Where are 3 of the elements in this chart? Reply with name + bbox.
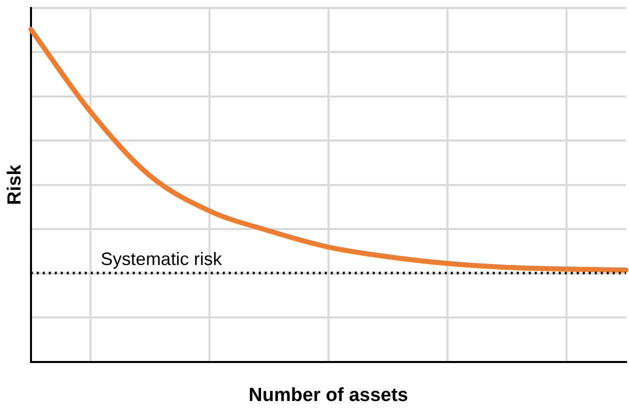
y-axis-title: Risk	[4, 164, 26, 205]
ref-line-label: Systematic risk	[100, 248, 223, 269]
x-axis-title: Number of assets	[248, 384, 408, 406]
